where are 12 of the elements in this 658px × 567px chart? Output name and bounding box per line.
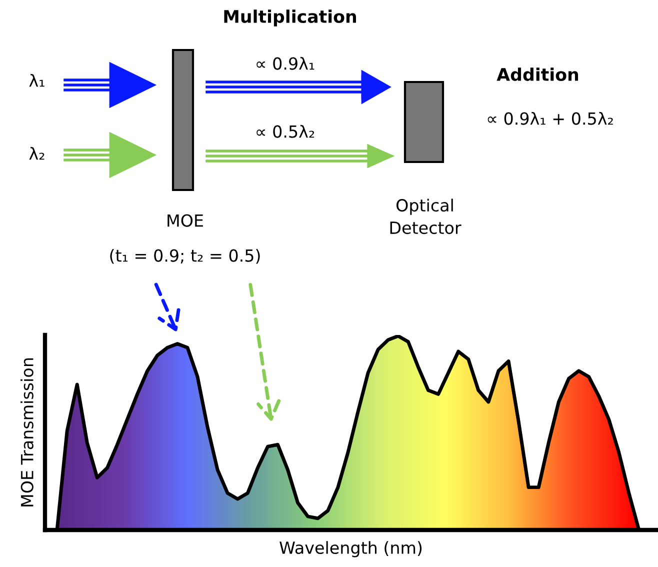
text: ∝ 0.5λ₂ — [256, 124, 314, 138]
y-axis-title: MOE Transmission — [20, 358, 34, 506]
x-axis-title: Wavelength (nm) — [280, 541, 422, 558]
text: MOE — [168, 214, 203, 227]
text: ∝ 0.9λ₁ — [256, 56, 314, 70]
text: (t₁ = 0.9; t₂ = 0.5) — [110, 248, 260, 264]
text: ∝ 0.9λ₁ + 0.5λ₂ — [488, 112, 613, 125]
text: Optical Detector — [390, 198, 462, 234]
text: Multiplication — [224, 10, 356, 26]
text: λ₂ — [29, 146, 44, 160]
text: λ₁ — [29, 74, 44, 87]
text: Addition — [496, 68, 578, 82]
